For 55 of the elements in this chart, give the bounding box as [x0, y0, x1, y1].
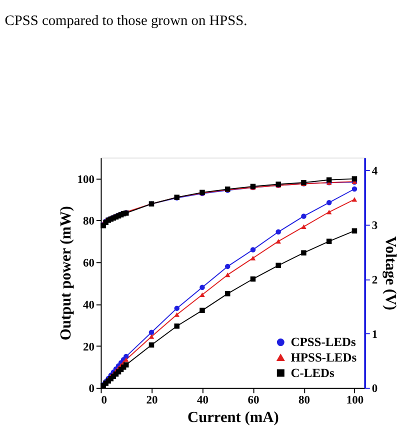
point	[301, 214, 306, 219]
point	[250, 247, 256, 252]
y2-tick-label: 2	[372, 274, 378, 286]
point	[200, 292, 205, 297]
y-axis-title: Output power (mW)	[58, 206, 75, 340]
y-tick-label: 100	[77, 174, 95, 186]
x-tick-label: 100	[346, 394, 364, 407]
point	[326, 210, 332, 214]
point	[326, 238, 332, 244]
x-tick-label: 20	[146, 394, 158, 407]
point	[276, 229, 281, 235]
x-axis-title: Current (mA)	[187, 408, 279, 426]
text: CPSS compared to those grown on HPSS.	[4, 13, 248, 30]
point	[276, 262, 281, 268]
point	[174, 312, 180, 317]
point	[148, 330, 154, 336]
x-tick-label: 40	[196, 394, 209, 407]
point	[250, 276, 256, 282]
point	[326, 177, 332, 183]
y2-tick-label: 0	[372, 383, 378, 396]
point	[224, 272, 230, 278]
y-tick-label: 60	[83, 258, 95, 270]
legend-label: C-LEDs	[290, 366, 335, 380]
legend-label: CPSS-LEDs	[290, 335, 356, 350]
y2-axis-title: Voltage (V)	[382, 236, 400, 310]
point	[301, 224, 306, 229]
point	[250, 256, 256, 260]
x-tick-label: 60	[248, 394, 260, 407]
point	[174, 306, 180, 311]
point	[148, 342, 154, 348]
y2-tick-label: 4	[372, 165, 378, 178]
point	[200, 284, 205, 290]
point	[224, 291, 230, 296]
point	[301, 250, 306, 256]
legend-label: HPSS-LEDs	[290, 350, 357, 364]
y2-tick-label: 1	[372, 328, 378, 341]
y2-tick-label: 3	[372, 220, 378, 232]
point	[174, 323, 180, 329]
y-tick-label: 0	[88, 383, 95, 396]
y-tick-label: 80	[83, 216, 95, 228]
point	[276, 239, 281, 244]
point	[224, 264, 230, 270]
y-tick-label: 20	[83, 341, 95, 354]
point	[123, 354, 129, 360]
x-tick-label: 0	[101, 394, 108, 407]
point	[326, 200, 332, 206]
x-tick-label: 80	[298, 394, 310, 407]
point	[123, 362, 129, 368]
point	[148, 334, 154, 339]
point	[200, 308, 205, 314]
point	[352, 197, 358, 202]
point	[352, 228, 358, 234]
point	[352, 176, 358, 182]
y-tick-label: 40	[83, 299, 95, 312]
point	[352, 186, 358, 192]
